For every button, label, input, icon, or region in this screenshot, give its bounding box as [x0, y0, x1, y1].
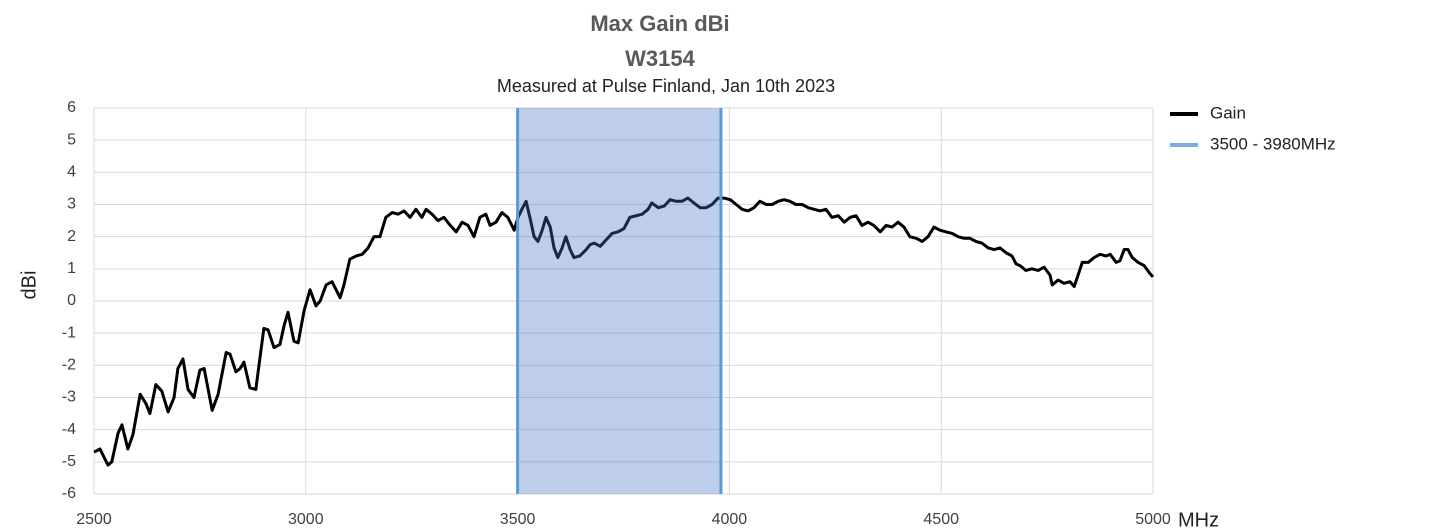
- y-tick-label: 4: [67, 164, 76, 181]
- x-tick-label: 3500: [500, 511, 536, 528]
- chart-title: Max Gain dBi: [590, 11, 729, 36]
- x-axis-label: MHz: [1178, 509, 1219, 531]
- band: [517, 108, 721, 494]
- y-tick-label: -2: [62, 357, 76, 374]
- y-tick-label: 1: [67, 260, 76, 277]
- legend-label: 3500 - 3980MHz: [1210, 134, 1336, 153]
- x-tick-label: 4500: [923, 511, 959, 528]
- chart-subtitle: Measured at Pulse Finland, Jan 10th 2023: [497, 76, 835, 96]
- y-tick-label: -4: [62, 421, 76, 438]
- y-tick-label: -3: [62, 389, 76, 406]
- x-tick-label: 3000: [288, 511, 324, 528]
- y-tick-label: 5: [67, 131, 76, 148]
- line-series: [93, 196, 1155, 467]
- y-tick-label: 2: [67, 228, 76, 245]
- legend-label: Gain: [1210, 103, 1246, 122]
- y-tick-label: 6: [67, 99, 76, 116]
- y-axis-label: dBi: [18, 271, 40, 300]
- chart-title-2: W3154: [625, 46, 695, 71]
- y-tick-label: 0: [67, 292, 76, 309]
- x-tick-label: 2500: [76, 511, 112, 528]
- y-tick-label: 3: [67, 196, 76, 213]
- y-tick-label: -6: [62, 485, 76, 502]
- y-tick-label: -1: [62, 324, 76, 341]
- x-tick-label: 5000: [1135, 511, 1171, 528]
- y-tick-label: -5: [62, 453, 76, 470]
- x-tick-label: 4000: [712, 511, 748, 528]
